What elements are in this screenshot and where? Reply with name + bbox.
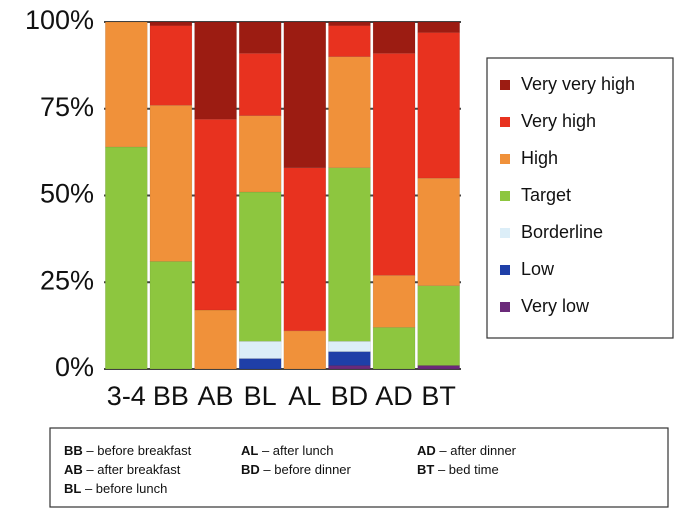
bar-segment — [283, 330, 327, 370]
bar-segment — [328, 167, 371, 342]
x-tick-label: 3-4 — [107, 381, 146, 411]
legend-label: Target — [521, 185, 571, 205]
bar-segment — [328, 21, 371, 26]
x-tick-label: BT — [421, 381, 456, 411]
legend-label: Very low — [521, 296, 590, 316]
y-tick-label: 0% — [55, 352, 94, 382]
bar-segment — [194, 21, 237, 120]
bar-segment — [417, 285, 460, 366]
bar-segment — [328, 56, 371, 168]
footnote-abbr: BT — [417, 462, 434, 477]
bars — [105, 21, 460, 370]
legend-label: Very very high — [521, 74, 635, 94]
footnote-abbr: AL — [241, 443, 258, 458]
legend-swatch — [500, 191, 510, 201]
x-tick-label: AD — [375, 381, 413, 411]
footnote-item: AL – after lunch — [241, 443, 334, 458]
y-tick-label: 25% — [40, 265, 94, 295]
footnote-item: BB – before breakfast — [64, 443, 192, 458]
x-tick-label: BB — [153, 381, 189, 411]
bar-segment — [238, 21, 282, 54]
bar-segment — [328, 351, 371, 366]
legend-label: Very high — [521, 111, 596, 131]
x-tick-label: BL — [244, 381, 277, 411]
x-tick-label: BD — [331, 381, 369, 411]
footnote-desc: – before dinner — [263, 462, 351, 477]
bar-segment — [372, 275, 416, 328]
footnote-abbr: AD — [417, 443, 436, 458]
footnote-item: AB – after breakfast — [64, 462, 181, 477]
legend-label: Low — [521, 259, 555, 279]
legend-swatch — [500, 228, 510, 238]
y-tick-label: 100% — [25, 5, 94, 35]
bar-segment — [238, 115, 282, 193]
footnote-item: BD – before dinner — [241, 462, 352, 477]
footnote-item: BL – before lunch — [64, 481, 167, 496]
legend-label: High — [521, 148, 558, 168]
x-tick-label: AB — [198, 381, 234, 411]
x-tick-label: AL — [288, 381, 321, 411]
legend-box — [486, 57, 674, 339]
footnote-item: AD – after dinner — [417, 443, 517, 458]
bar-segment — [283, 21, 327, 168]
bar-segment — [149, 261, 193, 370]
legend-swatch — [500, 265, 510, 275]
bar-segment — [417, 365, 460, 370]
footnote-abbr: BL — [64, 481, 81, 496]
bar-segment — [149, 105, 193, 262]
bar-segment — [283, 167, 327, 332]
footnote-item: BT – bed time — [417, 462, 499, 477]
footnote-desc: – bed time — [438, 462, 499, 477]
bar-segment — [149, 25, 193, 106]
legend-swatch — [500, 117, 510, 127]
footnote-desc: – before lunch — [85, 481, 167, 496]
legend-label: Borderline — [521, 222, 603, 242]
bar-segment — [417, 177, 460, 286]
bar-segment — [238, 52, 282, 116]
bar-segment — [149, 21, 193, 26]
bar-segment — [238, 340, 282, 359]
bar-segment — [238, 358, 282, 370]
footnote-desc: – after breakfast — [86, 462, 180, 477]
bar-segment — [328, 365, 371, 370]
footnote-desc: – after lunch — [262, 443, 334, 458]
bar-segment — [417, 21, 460, 33]
footnote-abbr: BB — [64, 443, 83, 458]
legend-swatch — [500, 302, 510, 312]
bar-segment — [328, 25, 371, 57]
bar-segment — [372, 327, 416, 370]
footnote-abbr: BD — [241, 462, 260, 477]
bar-segment — [372, 21, 416, 54]
bar-segment — [372, 52, 416, 276]
bar-segment — [105, 146, 148, 370]
y-tick-label: 75% — [40, 92, 94, 122]
bar-segment — [238, 191, 282, 342]
legend-swatch — [500, 154, 510, 164]
y-tick-label: 50% — [40, 179, 94, 209]
legend-swatch — [500, 80, 510, 90]
bar-segment — [328, 340, 371, 352]
footnote-box — [49, 427, 669, 508]
bar-segment — [417, 32, 460, 179]
footnote-abbr: AB — [64, 462, 83, 477]
footnote-desc: – after dinner — [439, 443, 516, 458]
bar-segment — [194, 309, 237, 370]
footnote-desc: – before breakfast — [86, 443, 191, 458]
bar-segment — [194, 118, 237, 311]
bar-segment — [105, 21, 148, 148]
